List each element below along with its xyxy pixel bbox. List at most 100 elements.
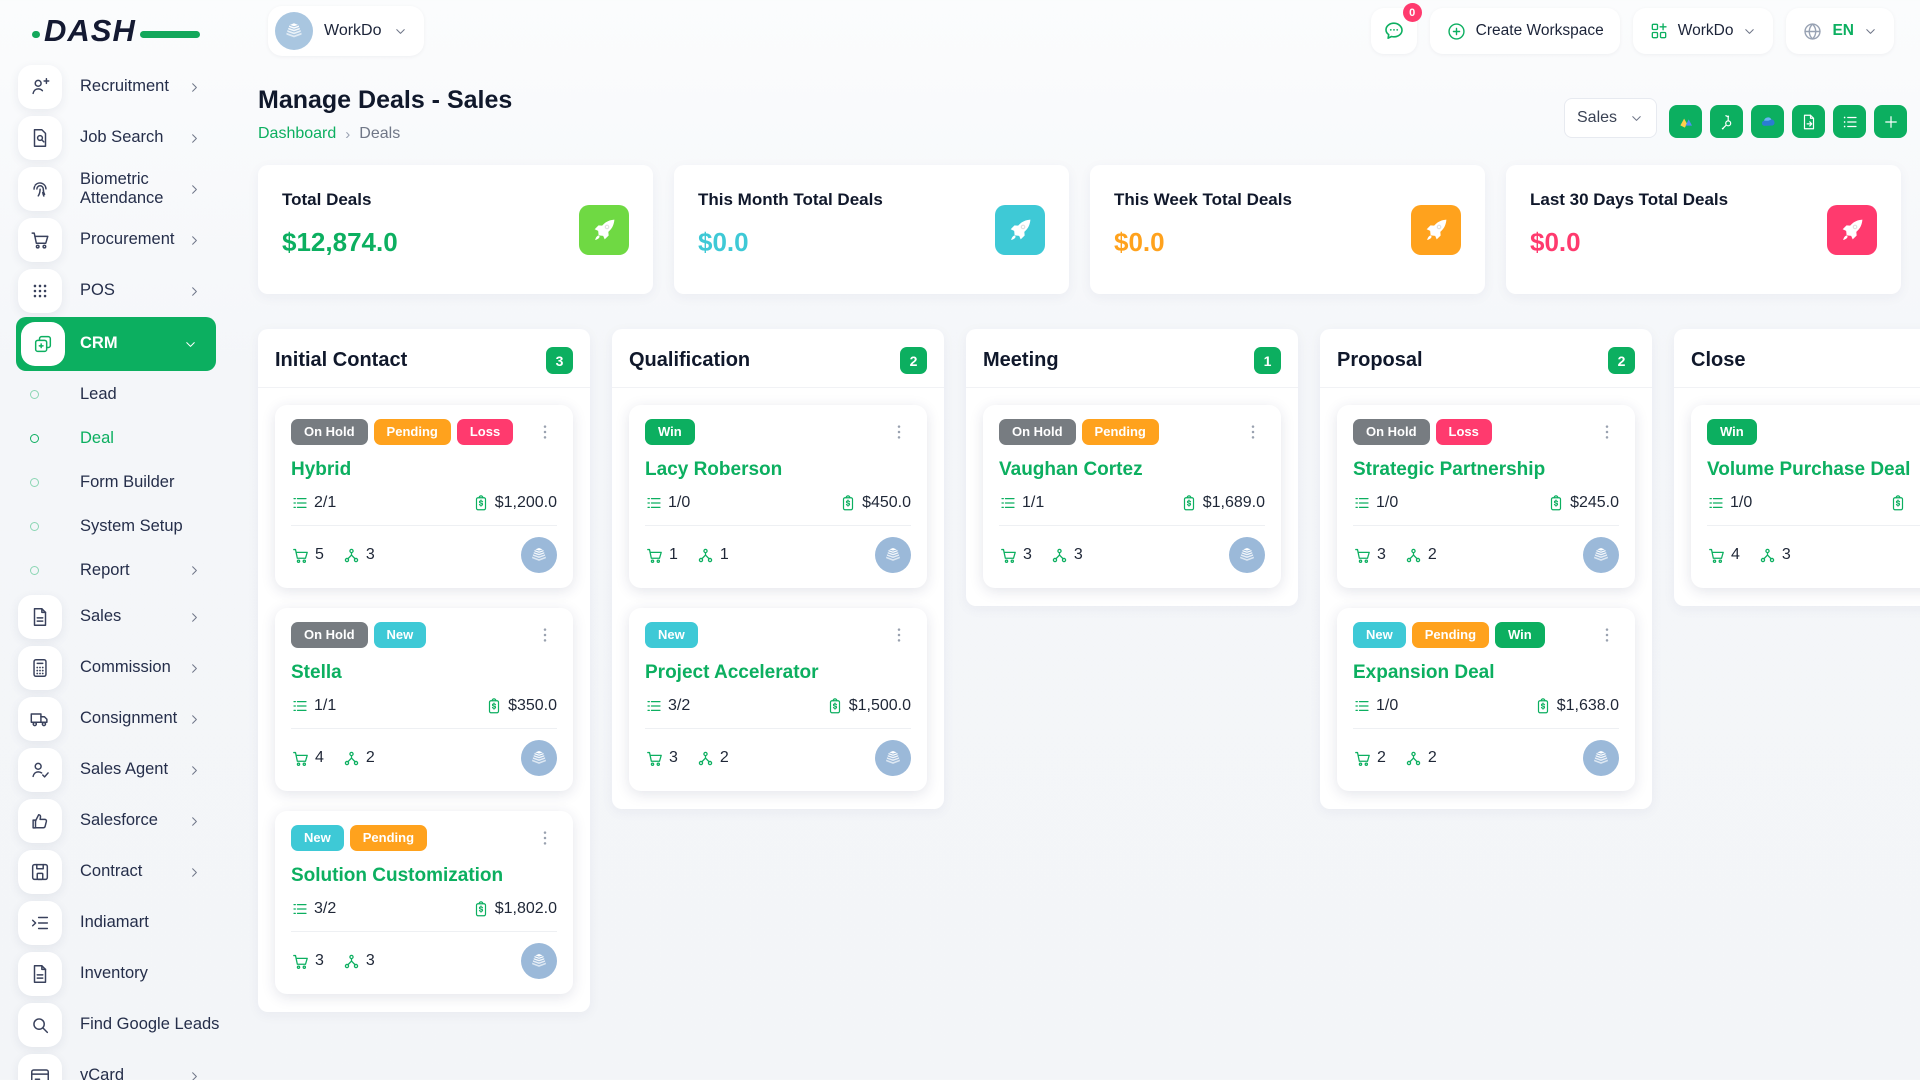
status-tag-pending: Pending — [1411, 622, 1490, 648]
deal-card-project-accelerator[interactable]: New Project Accelerator 3/2 $1,500.0 3 2 — [629, 608, 927, 791]
tasks-icon — [291, 697, 309, 715]
deal-title[interactable]: Strategic Partnership — [1353, 459, 1546, 480]
deal-title[interactable]: Vaughan Cortez — [999, 459, 1143, 480]
pipeline-select[interactable]: Sales — [1564, 98, 1657, 138]
chevron-down-icon — [183, 337, 198, 352]
sidebar-item-sales[interactable]: Sales — [15, 592, 230, 642]
chevron-right-icon — [187, 763, 202, 778]
deal-card-volume-purchase-deal[interactable]: Win Volume Purchase Deal 1/0 4 3 — [1691, 405, 1920, 588]
kebab-menu-icon[interactable] — [533, 623, 557, 647]
deal-amount: $1,500.0 — [826, 697, 911, 715]
workspace-switcher[interactable]: WorkDo — [1632, 8, 1774, 54]
clipboard-dollar-icon — [839, 494, 857, 512]
sidebar-item-inventory[interactable]: Inventory — [15, 949, 230, 999]
add-deal-button[interactable] — [1874, 105, 1907, 138]
kebab-menu-icon[interactable] — [533, 420, 557, 444]
deal-title[interactable]: Solution Customization — [291, 865, 504, 886]
sidebar-subitem-deal[interactable]: Deal — [15, 416, 230, 460]
doc-search-icon — [18, 116, 62, 160]
sidebar-item-biometric-attendance[interactable]: Biometric Attendance — [15, 164, 230, 214]
avatar — [521, 740, 557, 776]
cart-icon — [999, 546, 1018, 565]
gdrive-icon — [1677, 113, 1695, 131]
cart-icon — [291, 749, 310, 768]
sidebar-item-recruitment[interactable]: Recruitment — [15, 62, 230, 112]
sidebar-subitem-report[interactable]: Report — [15, 548, 230, 592]
deal-title[interactable]: Project Accelerator — [645, 662, 819, 683]
kebab-menu-icon[interactable] — [1241, 420, 1265, 444]
chevron-down-icon — [1629, 111, 1644, 126]
deal-card-expansion-deal[interactable]: New Pending Win Expansion Deal 1/0 $1,638.0 2 2 — [1337, 608, 1635, 791]
status-tag-pending: Pending — [1081, 419, 1159, 445]
deal-card-hybrid[interactable]: On Hold Pending Loss Hybrid 2/1 $1,200.0 5 3 — [275, 405, 573, 588]
sidebar-subitem-label: System Setup — [80, 516, 183, 535]
create-workspace-button[interactable]: Create Workspace — [1429, 8, 1620, 54]
language-selector[interactable]: EN — [1786, 8, 1894, 54]
bullet-icon — [30, 389, 39, 399]
deal-title[interactable]: Stella — [291, 662, 342, 683]
deal-card-solution-customization[interactable]: New Pending Solution Customization 3/2 $1,80… — [275, 811, 573, 994]
status-tag-pending: Pending — [349, 825, 428, 851]
workspace-avatar — [275, 12, 313, 50]
sidebar-item-indiamart[interactable]: Indiamart — [15, 898, 230, 948]
sidebar-subitem-system-setup[interactable]: System Setup — [15, 504, 230, 548]
sidebar-item-find-google-leads[interactable]: Find Google Leads — [15, 1000, 230, 1050]
network-icon — [342, 749, 361, 768]
export-button[interactable] — [1792, 105, 1825, 138]
sidebar-item-contract[interactable]: Contract — [15, 847, 230, 897]
column-title: Meeting — [983, 349, 1059, 371]
sidebar-item-vcard[interactable]: vCard — [15, 1051, 230, 1080]
chevron-right-icon — [187, 1069, 202, 1080]
breadcrumb-dashboard-link[interactable]: Dashboard — [258, 125, 337, 142]
list-view-button[interactable] — [1833, 105, 1866, 138]
app-grid-icon — [1649, 21, 1669, 41]
deal-title[interactable]: Volume Purchase Deal — [1707, 459, 1911, 480]
chevron-right-icon — [187, 284, 202, 299]
deal-card-strategic-partnership[interactable]: On Hold Loss Strategic Partnership 1/0 $245.… — [1337, 405, 1635, 588]
page-header: Manage Deals - Sales Dashboard Deals Sal… — [258, 62, 1920, 143]
hubspot-button[interactable] — [1710, 105, 1743, 138]
sidebar-item-sales-agent[interactable]: Sales Agent — [15, 745, 230, 795]
sidebar-item-procurement[interactable]: Procurement — [15, 215, 230, 265]
workspace-pill[interactable]: WorkDo — [268, 6, 424, 56]
sidebar-subitem-form-builder[interactable]: Form Builder — [15, 460, 230, 504]
brand-logo[interactable]: DASH — [32, 13, 224, 49]
chevron-right-icon — [187, 712, 202, 727]
avatar — [875, 537, 911, 573]
deal-card-lacy-roberson[interactable]: Win Lacy Roberson 1/0 $450.0 1 1 — [629, 405, 927, 588]
sidebar-item-commission[interactable]: Commission — [15, 643, 230, 693]
google-drive-button[interactable] — [1669, 105, 1702, 138]
column-title: Initial Contact — [275, 349, 408, 371]
divider — [291, 931, 557, 932]
kebab-menu-icon[interactable] — [887, 623, 911, 647]
stat-label: This Week Total Deals — [1114, 190, 1292, 209]
onedrive-button[interactable] — [1751, 105, 1784, 138]
sidebar-item-pos[interactable]: POS — [15, 266, 230, 316]
sidebar-item-salesforce[interactable]: Salesforce — [15, 796, 230, 846]
person-check-icon — [18, 748, 62, 792]
status-tag-new: New — [645, 622, 698, 648]
sources-count: 3 — [1050, 546, 1083, 565]
kebab-menu-icon[interactable] — [1595, 420, 1619, 444]
deal-title[interactable]: Expansion Deal — [1353, 662, 1495, 683]
deal-title[interactable]: Hybrid — [291, 459, 352, 480]
avatar — [1583, 537, 1619, 573]
products-count: 4 — [1707, 546, 1740, 565]
deal-card-vaughan-cortez[interactable]: On Hold Pending Vaughan Cortez 1/1 $1,689.0 3… — [983, 405, 1281, 588]
kebab-menu-icon[interactable] — [1595, 623, 1619, 647]
kebab-menu-icon[interactable] — [533, 826, 557, 850]
rocket-icon — [1411, 204, 1461, 255]
tasks-icon — [291, 494, 309, 512]
kebab-menu-icon[interactable] — [887, 420, 911, 444]
avatar — [521, 943, 557, 979]
breadcrumb: Dashboard Deals — [258, 125, 512, 143]
sidebar-item-job-search[interactable]: Job Search — [15, 113, 230, 163]
plus-circle-icon — [1446, 21, 1467, 42]
sidebar-subitem-lead[interactable]: Lead — [15, 372, 230, 416]
messages-button[interactable]: 0 — [1370, 3, 1422, 54]
sidebar-item-consignment[interactable]: Consignment — [15, 694, 230, 744]
status-tag-loss: Loss — [1435, 419, 1492, 445]
deal-title[interactable]: Lacy Roberson — [645, 459, 783, 480]
sidebar-item-crm[interactable]: CRM — [16, 317, 216, 371]
deal-card-stella[interactable]: On Hold New Stella 1/1 $350.0 4 2 — [275, 608, 573, 791]
